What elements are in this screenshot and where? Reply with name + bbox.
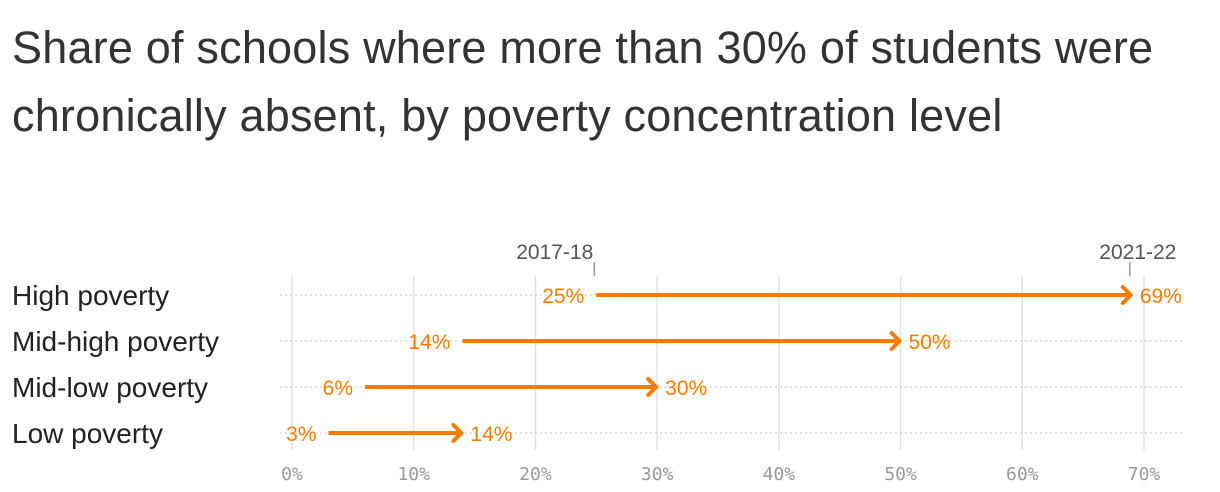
arrow-head [1120, 285, 1133, 305]
category-label: Low poverty [12, 418, 163, 449]
end-value-label: 14% [470, 423, 512, 446]
arrows [328, 285, 1133, 443]
category-label: High poverty [12, 280, 169, 311]
start-value-label: 14% [408, 331, 450, 354]
start-period-label: 2017-18 [516, 241, 593, 264]
category-labels: High poverty Mid-high poverty Mid-low pove… [12, 280, 219, 449]
x-tick-label: 40% [763, 464, 796, 485]
row-guides [280, 294, 1184, 434]
category-label: Mid-high poverty [12, 326, 219, 357]
gridlines [291, 276, 1145, 450]
category-label: Mid-low poverty [12, 372, 208, 403]
x-tick-label: 30% [641, 464, 674, 485]
end-value-label: 30% [665, 377, 707, 400]
value-labels: 25% 69% 14% 50% 6% 30% 3% 14% [286, 285, 1182, 446]
chart-title: Share of schools where more than 30% of … [12, 22, 1154, 141]
x-tick-label: 70% [1128, 464, 1161, 485]
end-value-label: 50% [909, 331, 951, 354]
end-period-label: 2021-22 [1099, 241, 1176, 264]
arrow-head [646, 377, 659, 397]
x-tick-label: 0% [281, 464, 303, 485]
arrow-head [451, 423, 464, 443]
arrow-head [889, 331, 902, 351]
start-value-label: 3% [286, 423, 316, 446]
x-tick-label: 50% [884, 464, 917, 485]
x-tick-label: 20% [519, 464, 552, 485]
x-tick-label: 10% [397, 464, 430, 485]
period-markers: 2017-18 2021-22 [516, 241, 1176, 276]
x-tick-label: 60% [1006, 464, 1039, 485]
end-value-label: 69% [1140, 285, 1182, 308]
start-value-label: 25% [542, 285, 584, 308]
start-value-label: 6% [323, 377, 353, 400]
x-axis-ticks: 0% 10% 20% 30% 40% 50% 60% 70% [281, 464, 1160, 485]
